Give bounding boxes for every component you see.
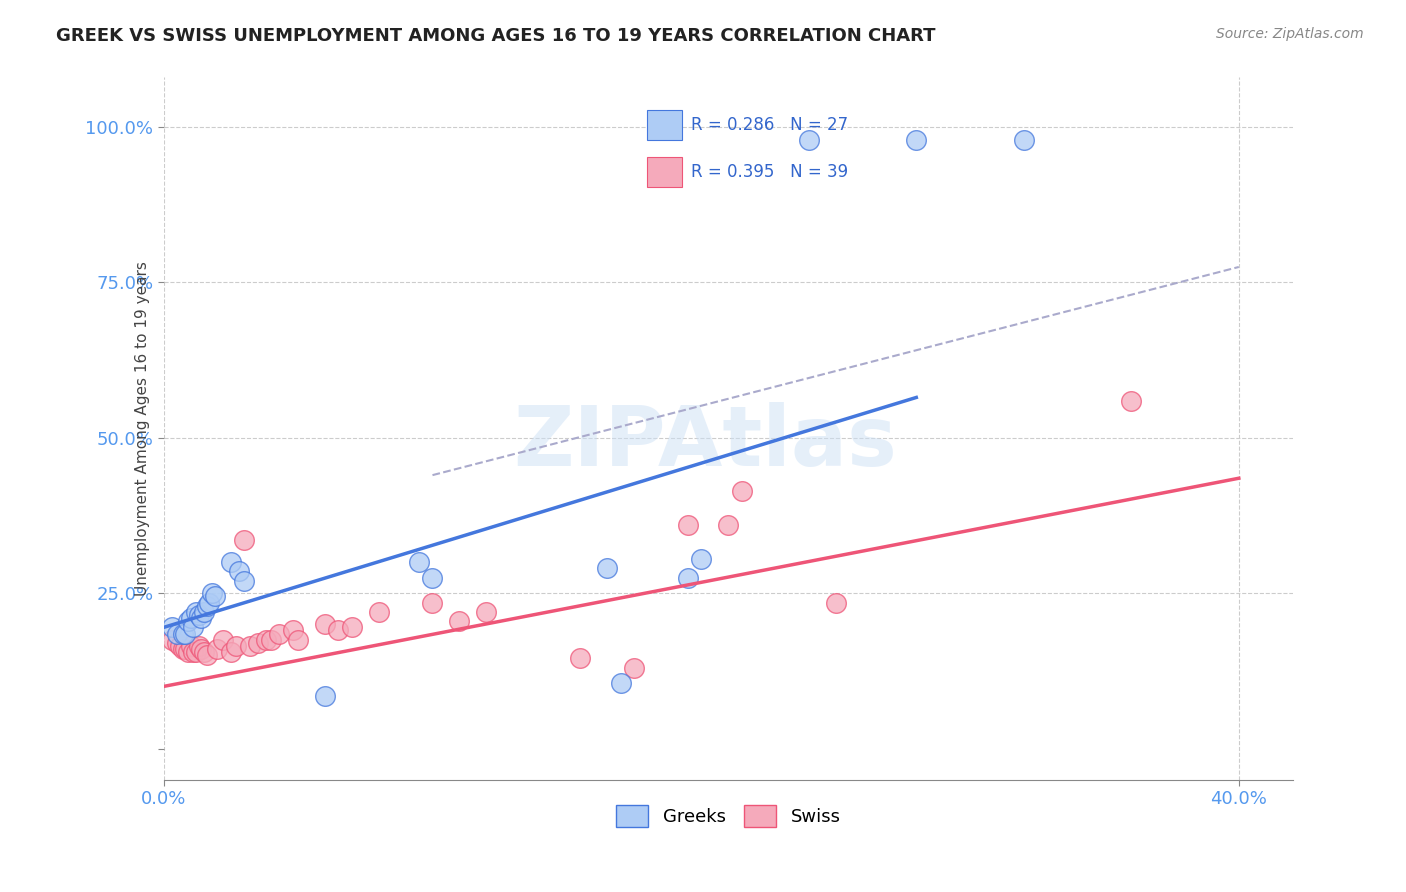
Point [180, 611, 202, 625]
Point [596, 561, 619, 575]
Point [169, 639, 191, 653]
Point [190, 611, 212, 625]
Point [204, 589, 226, 603]
Legend: Greeks, Swiss: Greeks, Swiss [609, 797, 848, 834]
Point [676, 571, 699, 585]
Point [190, 642, 212, 657]
Point [569, 651, 592, 665]
Point [177, 614, 200, 628]
Point [609, 676, 631, 690]
Point [193, 605, 215, 619]
Point [180, 639, 202, 653]
Point [717, 517, 740, 532]
Point [449, 614, 471, 628]
Point [160, 632, 183, 647]
Point [314, 617, 336, 632]
Point [690, 552, 713, 566]
Text: ZIPAtlas: ZIPAtlas [513, 402, 897, 483]
Point [225, 639, 247, 653]
Point [219, 555, 242, 569]
Point [281, 624, 304, 638]
Point [287, 632, 309, 647]
Point [340, 620, 363, 634]
Point [475, 605, 498, 619]
Point [328, 624, 350, 638]
Point [184, 645, 207, 659]
Point [246, 636, 269, 650]
Point [422, 571, 444, 585]
Point [408, 555, 430, 569]
Point [228, 565, 250, 579]
Point [166, 626, 188, 640]
Point [174, 626, 197, 640]
Point [905, 132, 928, 146]
Point [187, 607, 209, 622]
Point [1121, 393, 1143, 408]
Point [166, 636, 188, 650]
Point [797, 132, 820, 146]
Point [172, 626, 194, 640]
Point [730, 483, 752, 498]
Point [367, 605, 389, 619]
Point [260, 632, 283, 647]
Point [211, 632, 233, 647]
Point [160, 620, 183, 634]
Point [207, 642, 229, 657]
Point [177, 645, 200, 659]
Point [623, 661, 645, 675]
Point [193, 645, 215, 659]
Point [195, 599, 218, 613]
Point [174, 642, 197, 657]
Point [269, 626, 291, 640]
Point [824, 595, 846, 609]
Point [181, 645, 204, 659]
Point [181, 620, 204, 634]
Point [1012, 132, 1035, 146]
Point [195, 648, 218, 663]
Point [254, 632, 277, 647]
Text: GREEK VS SWISS UNEMPLOYMENT AMONG AGES 16 TO 19 YEARS CORRELATION CHART: GREEK VS SWISS UNEMPLOYMENT AMONG AGES 1… [56, 27, 936, 45]
Point [233, 574, 256, 588]
Y-axis label: Unemployment Among Ages 16 to 19 years: Unemployment Among Ages 16 to 19 years [135, 261, 150, 596]
Point [184, 605, 207, 619]
Text: Source: ZipAtlas.com: Source: ZipAtlas.com [1216, 27, 1364, 41]
Point [239, 639, 262, 653]
Point [198, 595, 221, 609]
Point [219, 645, 242, 659]
Point [676, 517, 699, 532]
Point [422, 595, 444, 609]
Point [187, 639, 209, 653]
Point [314, 689, 336, 703]
Point [172, 642, 194, 657]
Point [233, 533, 256, 548]
Point [201, 586, 224, 600]
